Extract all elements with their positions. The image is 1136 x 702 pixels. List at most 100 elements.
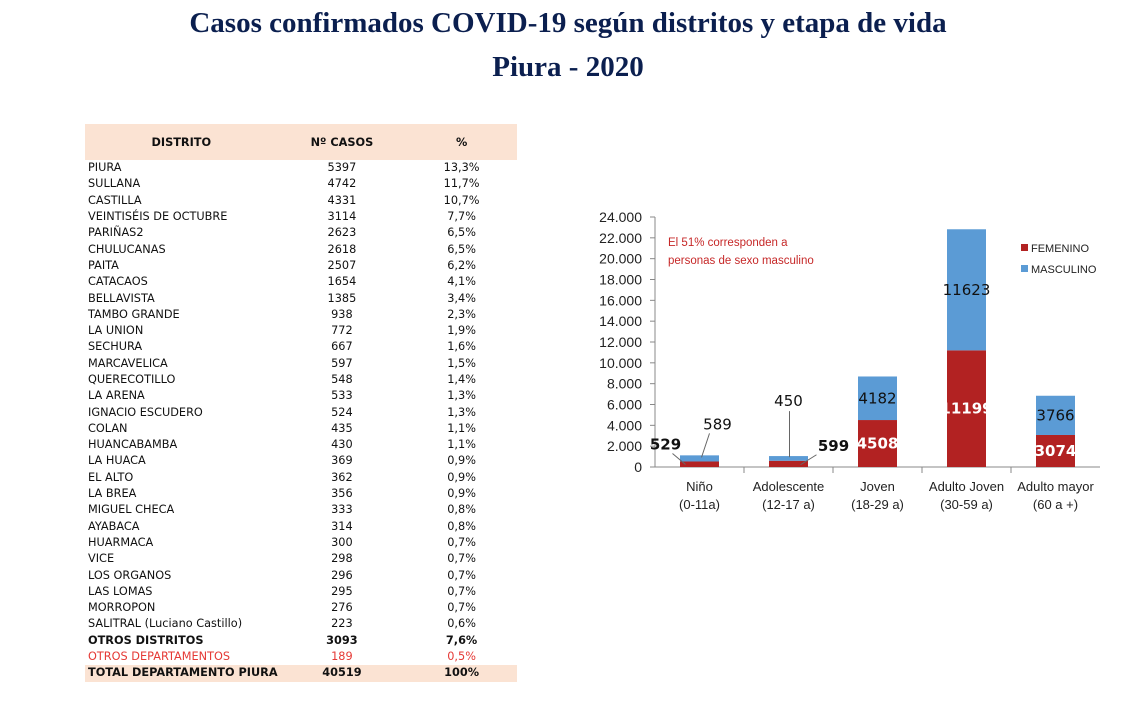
legend-label-masculino: MASCULINO — [1031, 264, 1097, 276]
percent-cell: 13,3% — [443, 161, 480, 175]
cases-cell: 772 — [331, 324, 353, 338]
legend-label-femenino: FEMENINO — [1031, 243, 1090, 255]
percent-cell: 1,3% — [447, 389, 476, 403]
page-subtitle: Piura - 2020 — [492, 51, 644, 83]
table-row: LAS LOMAS 295 0,7% — [85, 584, 517, 600]
y-tick-label: 0 — [634, 459, 642, 475]
district-cell: VEINTISÉIS DE OCTUBRE — [88, 210, 228, 224]
y-tick-label: 14.000 — [599, 313, 642, 329]
cases-cell: 369 — [331, 454, 353, 468]
percent-cell: 1,4% — [447, 373, 476, 386]
y-tick-label: 24.000 — [599, 209, 642, 225]
bar-femenino — [1036, 434, 1075, 467]
district-cell: MORROPON — [88, 601, 156, 615]
y-tick-label: 12.000 — [599, 334, 642, 350]
cases-cell: 3114 — [327, 210, 357, 224]
percent-cell: 3,4% — [447, 291, 476, 305]
percent-cell: 1,9% — [447, 324, 476, 338]
percent-cell: 7,7% — [447, 210, 476, 224]
table-row: VEINTISÉIS DE OCTUBRE 3114 7,7% — [85, 209, 517, 225]
district-cell: OTROS DEPARTAMENTOS — [88, 650, 231, 664]
cases-cell: 276 — [331, 601, 353, 615]
legend-swatch-femenino — [1021, 244, 1028, 251]
cases-cell: 430 — [331, 438, 353, 452]
cases-cell: 2623 — [327, 226, 357, 240]
percent-cell: 0,6% — [447, 617, 476, 631]
cases-cell: 548 — [331, 373, 353, 386]
bar-masculino — [858, 376, 897, 421]
table-row: MARCAVELICA 597 1,5% — [85, 356, 517, 372]
cases-cell: 314 — [331, 519, 353, 533]
table-row: IGNACIO ESCUDERO 524 1,3% — [85, 404, 517, 420]
district-cell: LOS ORGANOS — [88, 568, 172, 582]
district-cell: LAS LOMAS — [88, 584, 153, 598]
bar-masculino — [1036, 395, 1075, 435]
data-label-masculino: 450 — [774, 392, 803, 410]
district-cell: VICE — [88, 552, 115, 566]
x-tick-sublabel: (0-11a) — [679, 497, 720, 512]
bar-femenino — [947, 350, 986, 467]
percent-cell: 1,1% — [447, 421, 476, 435]
table-header-row: DISTRITO Nº CASOS % — [85, 124, 517, 160]
x-tick-sublabel: (18-29 a) — [851, 497, 904, 512]
table-row: AYABACA 314 0,8% — [85, 519, 517, 535]
bar-femenino — [858, 420, 897, 467]
bar-femenino — [680, 461, 719, 467]
cases-cell: 296 — [331, 568, 353, 582]
page-title: Casos confirmados COVID-19 según distrit… — [189, 7, 947, 39]
percent-cell: 100% — [406, 665, 517, 682]
table-row: OTROS DEPARTAMENTOS 189 0,5% — [85, 649, 517, 665]
cases-cell: 295 — [331, 584, 353, 598]
table-row: LOS ORGANOS 296 0,7% — [85, 567, 517, 583]
district-cell: EL ALTO — [88, 470, 134, 484]
y-tick-label: 8.000 — [607, 376, 642, 392]
district-cell: OTROS DISTRITOS — [88, 633, 204, 647]
chart-annotation-line2: personas de sexo masculino — [668, 255, 814, 267]
district-cell: HUARMACA — [88, 535, 154, 549]
district-cell: PARIÑAS2 — [88, 226, 144, 240]
cases-cell: 298 — [331, 552, 353, 566]
district-cell: COLAN — [88, 421, 128, 435]
percent-cell: 0,7% — [447, 584, 476, 598]
y-tick-label: 18.000 — [599, 272, 642, 288]
table-row: SECHURA 667 1,6% — [85, 339, 517, 355]
percent-cell: 1,6% — [447, 340, 476, 354]
district-cell: LA BREA — [88, 487, 137, 501]
percent-cell: 6,5% — [447, 226, 476, 240]
district-cell: BELLAVISTA — [88, 291, 155, 305]
percent-cell: 0,9% — [447, 454, 476, 468]
table-row: EL ALTO 362 0,9% — [85, 470, 517, 486]
district-cell: CHULUCANAS — [88, 242, 166, 256]
table-row: VICE 298 0,7% — [85, 551, 517, 567]
x-tick-label: Adulto mayor — [1017, 479, 1094, 494]
percent-cell: 4,1% — [447, 275, 476, 289]
percent-cell: 0,5% — [447, 650, 476, 664]
x-tick-label: Adulto Joven — [929, 479, 1004, 494]
percent-cell: 10,7% — [443, 193, 480, 207]
x-tick-sublabel: (30-59 a) — [940, 497, 993, 512]
table-body: PIURA 5397 13,3% SULLANA 4742 11,7% CASTILLA 43… — [85, 160, 517, 682]
district-cell: TAMBO GRANDE — [88, 307, 180, 321]
table-row: MORROPON 276 0,7% — [85, 600, 517, 616]
percent-cell: 6,5% — [447, 242, 476, 256]
table-row: LA UNION 772 1,9% — [85, 323, 517, 339]
district-cell: LA UNION — [88, 324, 144, 338]
table-row: PIURA 5397 13,3% — [85, 160, 517, 176]
label-leader — [672, 453, 686, 465]
age-stage-stacked-bar-chart: 0 2.000 4.000 6.000 8.000 10.000 12.000 14.000 1… — [599, 209, 1100, 512]
percent-cell: 0,7% — [447, 601, 476, 615]
percent-cell: 7,6% — [445, 633, 478, 647]
district-cell: PAITA — [88, 258, 119, 272]
bar-masculino — [769, 456, 808, 461]
percent-cell: 0,9% — [447, 470, 476, 484]
label-leader — [701, 433, 710, 458]
cases-cell: 2618 — [327, 242, 357, 256]
table-row: CHULUCANAS 2618 6,5% — [85, 241, 517, 257]
district-cell: SALITRAL (Luciano Castillo) — [88, 617, 243, 631]
y-tick-label: 2.000 — [607, 438, 642, 454]
cases-cell: 524 — [331, 405, 353, 419]
x-tick-sublabel: (12-17 a) — [762, 497, 815, 512]
x-tick-label: Adolescente — [753, 479, 825, 494]
table-row: TAMBO GRANDE 938 2,3% — [85, 307, 517, 323]
district-cell: HUANCABAMBA — [88, 438, 178, 452]
